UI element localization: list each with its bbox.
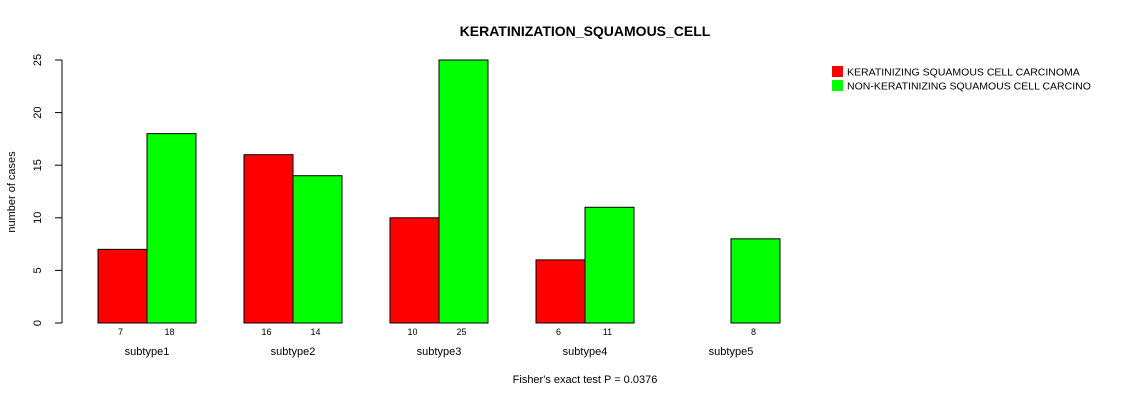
category-labels-group: subtype1 subtype2 subtype3 subtype4 subtype5 xyxy=(125,346,754,358)
data-label: 8 xyxy=(751,327,756,337)
category-label: subtype2 xyxy=(271,346,316,358)
bar xyxy=(730,238,781,324)
legend: KERATINIZING SQUAMOUS CELL CARCINOMA NON-… xyxy=(832,66,1091,93)
bar xyxy=(389,217,440,324)
category-label: subtype5 xyxy=(709,346,754,358)
chart-title: KERATINIZATION_SQUAMOUS_CELL xyxy=(460,23,711,39)
bar xyxy=(438,59,489,324)
bar xyxy=(97,248,148,324)
y-tick-label: 15 xyxy=(32,159,44,171)
data-label: 11 xyxy=(603,327,612,337)
y-axis-label: number of cases xyxy=(6,151,18,233)
y-tick-label: 20 xyxy=(32,106,44,118)
y-tick-label: 0 xyxy=(32,320,44,326)
data-label: 10 xyxy=(407,327,417,337)
legend-label: KERATINIZING SQUAMOUS CELL CARCINOMA xyxy=(847,67,1080,79)
data-label: 7 xyxy=(118,327,123,337)
y-axis: 0 5 10 15 20 25 xyxy=(32,54,63,326)
bars-group xyxy=(97,59,781,324)
bar xyxy=(584,206,635,324)
category-label: subtype3 xyxy=(417,346,462,358)
legend-swatch xyxy=(832,80,843,91)
y-tick-label: 5 xyxy=(32,267,44,273)
category-label: subtype4 xyxy=(563,346,608,358)
category-label: subtype1 xyxy=(125,346,170,358)
legend-label: NON-KERATINIZING SQUAMOUS CELL CARCINO xyxy=(847,81,1091,93)
y-tick-label: 10 xyxy=(32,212,44,224)
data-labels-group: 7 18 16 14 10 25 6 11 8 xyxy=(118,327,756,337)
y-tick-label: 25 xyxy=(32,54,44,66)
fisher-test-footnote: Fisher's exact test P = 0.0376 xyxy=(513,374,658,386)
data-label: 25 xyxy=(456,327,466,337)
data-label: 18 xyxy=(164,327,174,337)
bar xyxy=(243,154,294,324)
bar xyxy=(535,259,586,324)
bar xyxy=(292,175,343,324)
bar xyxy=(146,133,197,324)
data-label: 14 xyxy=(310,327,320,337)
data-label: 16 xyxy=(261,327,271,337)
data-label: 6 xyxy=(556,327,561,337)
legend-swatch xyxy=(832,66,843,77)
